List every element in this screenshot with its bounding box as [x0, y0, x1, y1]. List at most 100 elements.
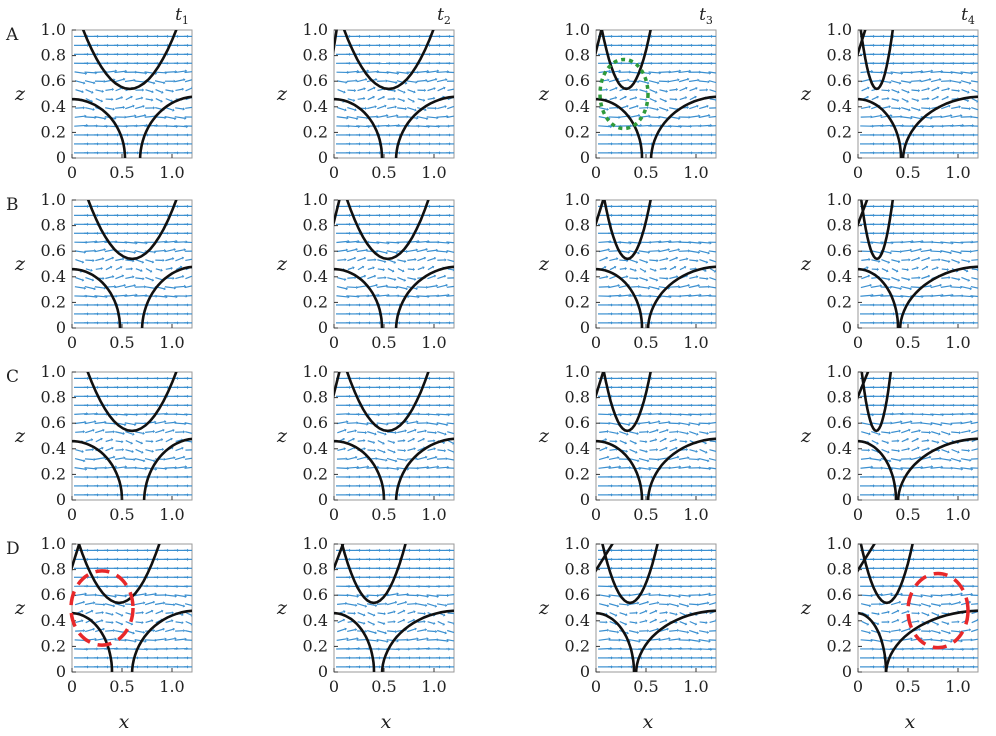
arrow-head — [720, 412, 722, 415]
velocity-arrow — [84, 602, 94, 606]
velocity-arrow — [105, 629, 114, 632]
arrow-head — [382, 441, 385, 445]
arrow-head — [983, 151, 985, 154]
velocity-arrow — [618, 422, 629, 426]
velocity-arrow — [174, 241, 186, 243]
arrow-head — [442, 441, 446, 444]
arrow-head — [687, 77, 690, 81]
velocity-arrow — [95, 267, 102, 270]
velocity-arrow — [669, 431, 678, 433]
arrow-head — [187, 368, 189, 371]
arrow-head — [887, 97, 890, 101]
arrow-head — [910, 420, 913, 424]
arrow-head — [197, 53, 199, 56]
z-axis: 00.20.40.60.81.0 — [827, 190, 862, 337]
arrow-head — [197, 576, 199, 579]
arrow-head — [197, 484, 199, 487]
arrow-head — [446, 423, 449, 427]
z-axis-label: z — [538, 83, 550, 105]
column-title-4: t4 — [961, 5, 975, 27]
arrow-head — [150, 609, 154, 613]
arrow-head — [949, 284, 953, 288]
arrow-head — [983, 214, 985, 217]
arrow-head — [658, 249, 661, 253]
arrow-head — [458, 413, 460, 416]
velocity-arrow — [135, 105, 143, 110]
velocity-arrow — [386, 71, 398, 74]
arrow-head — [966, 99, 970, 102]
velocity-arrow — [124, 458, 134, 461]
arrow-head — [122, 604, 126, 608]
arrow-head — [194, 250, 196, 253]
contour-upper — [345, 200, 430, 261]
arrow-head — [363, 447, 366, 451]
arrow-head — [943, 196, 945, 199]
arrow-head — [909, 287, 912, 291]
velocity-arrow — [861, 275, 869, 280]
velocity-arrow — [659, 268, 666, 270]
x-tick-label: 1.0 — [945, 505, 970, 524]
velocity-arrow — [900, 249, 911, 253]
velocity-arrow — [436, 79, 446, 83]
arrow-head — [967, 278, 971, 282]
arrow-head — [197, 656, 199, 659]
arrow-head — [92, 107, 95, 111]
velocity-arrow — [356, 422, 367, 425]
velocity-arrow — [145, 610, 152, 615]
velocity-arrow — [367, 87, 374, 92]
arrow-head — [384, 432, 387, 436]
x-tick-label: 0 — [853, 333, 863, 352]
arrow-head — [983, 44, 985, 47]
x-tick-label: 0 — [591, 505, 601, 524]
velocity-arrow — [114, 78, 124, 83]
velocity-arrow — [649, 268, 656, 271]
velocity-arrow — [648, 241, 660, 244]
velocity-arrow — [911, 438, 918, 443]
velocity-arrow — [94, 249, 105, 253]
arrow-head — [459, 133, 461, 136]
contour-lines — [72, 30, 192, 158]
contour-lower-right — [142, 437, 192, 500]
arrow-head — [162, 258, 165, 262]
arrow-head — [634, 96, 638, 100]
velocity-arrow — [135, 448, 142, 453]
velocity-arrow — [174, 70, 186, 74]
x-tick-label: 0.5 — [895, 505, 920, 524]
z-axis-label: z — [276, 425, 288, 447]
arrow-head — [172, 257, 175, 261]
velocity-arrow — [951, 258, 959, 263]
arrow-head — [707, 80, 710, 84]
velocity-arrow — [920, 422, 931, 425]
arrow-head — [100, 267, 103, 271]
velocity-arrow — [407, 277, 415, 280]
arrow-head — [715, 262, 716, 264]
velocity-arrow — [336, 295, 348, 298]
arrow-head — [453, 87, 454, 89]
velocity-arrow — [336, 240, 348, 244]
contour-lines — [596, 200, 716, 328]
arrow-head — [919, 247, 922, 251]
arrow-head — [701, 26, 703, 29]
arrow-head — [456, 285, 458, 288]
arrow-head — [435, 284, 439, 288]
arrow-head — [895, 269, 899, 273]
velocity-arrow — [648, 116, 659, 119]
arrow-head — [651, 196, 653, 199]
arrow-head — [907, 90, 910, 94]
row-label-c: C — [6, 367, 19, 387]
arrow-head — [459, 395, 461, 398]
velocity-arrow — [114, 294, 126, 297]
velocity-arrow — [174, 422, 185, 425]
velocity-arrow — [94, 286, 105, 289]
z-tick-label: 0 — [56, 318, 66, 337]
velocity-arrow — [145, 276, 153, 281]
arrow-head — [866, 266, 869, 270]
velocity-arrow — [164, 637, 175, 642]
velocity-arrow — [960, 421, 971, 425]
velocity-arrow — [426, 70, 438, 74]
velocity-arrow — [407, 258, 415, 261]
contour-lower-right — [896, 437, 978, 500]
arrow-head — [426, 117, 429, 121]
velocity-arrow — [134, 457, 144, 462]
arrow-head — [439, 196, 441, 199]
